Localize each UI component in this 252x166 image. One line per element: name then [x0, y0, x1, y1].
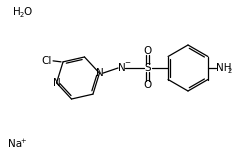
Text: O: O: [144, 46, 152, 56]
Text: O: O: [144, 80, 152, 90]
Text: N: N: [53, 78, 60, 88]
Text: 2: 2: [228, 68, 232, 74]
Text: 2: 2: [19, 11, 24, 17]
Text: N: N: [118, 63, 126, 73]
Text: N: N: [96, 68, 103, 78]
Text: H: H: [13, 7, 21, 17]
Text: Na: Na: [8, 139, 22, 149]
Text: Cl: Cl: [42, 56, 52, 66]
Text: NH: NH: [216, 63, 232, 73]
Text: O: O: [23, 7, 31, 17]
Text: +: +: [20, 138, 25, 144]
Text: S: S: [145, 63, 151, 73]
Text: −: −: [124, 60, 131, 66]
